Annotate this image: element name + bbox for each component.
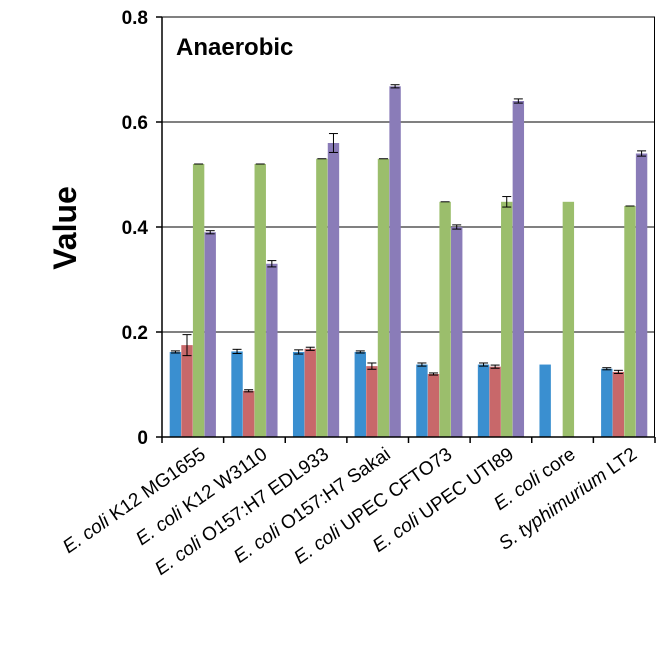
bar-s2-c4 xyxy=(439,201,451,437)
bar-s1-c0 xyxy=(181,345,193,437)
y-tick-label-3: 0.6 xyxy=(122,113,148,134)
bar-s2-c5 xyxy=(501,201,513,437)
category-label-rest-6: core xyxy=(533,444,580,485)
bar-s1-c7 xyxy=(612,371,625,437)
y-tick-label-1: 0.2 xyxy=(122,323,148,344)
y-tick-label-4: 0.8 xyxy=(122,8,148,29)
bar-s0-c0 xyxy=(169,351,182,437)
bar-s3-c0 xyxy=(204,232,216,437)
bar-s1-c3 xyxy=(366,366,378,437)
bar-s3-c2 xyxy=(327,143,340,437)
bar-s0-c2 xyxy=(292,351,305,437)
axes xyxy=(156,16,656,443)
bar-s0-c6 xyxy=(539,364,551,437)
bar-s1-c5 xyxy=(489,366,501,437)
bar-s3-c7 xyxy=(635,153,648,437)
bar-s2-c3 xyxy=(377,158,390,437)
bar-s0-c4 xyxy=(416,364,428,437)
bar-s0-c3 xyxy=(354,351,366,437)
bar-s2-c7 xyxy=(624,206,636,437)
bar-s2-c0 xyxy=(192,164,205,437)
bar-s3-c3 xyxy=(389,86,401,438)
bar-s0-c5 xyxy=(477,364,490,437)
y-tick-labels: 0 0.2 0.4 0.6 0.8 xyxy=(122,8,149,449)
bar-s3-c4 xyxy=(451,227,463,437)
bar-s2-c6 xyxy=(562,201,575,437)
y-tick-label-2: 0.4 xyxy=(122,218,149,239)
bar-s3-c1 xyxy=(266,263,278,437)
bars xyxy=(169,86,648,438)
bar-s2-c1 xyxy=(254,164,266,437)
bar-s2-c2 xyxy=(316,158,328,437)
y-tick-label-0: 0 xyxy=(137,428,148,449)
bar-s0-c1 xyxy=(231,351,243,437)
error-bars xyxy=(170,84,647,393)
bar-s3-c5 xyxy=(512,101,525,437)
bar-s1-c1 xyxy=(242,390,255,437)
bar-s1-c4 xyxy=(427,374,440,437)
y-axis-label: Value xyxy=(47,186,83,270)
chart-title: Anaerobic xyxy=(176,34,293,61)
grid-lines xyxy=(162,16,655,333)
bar-s1-c2 xyxy=(304,348,316,437)
bar-s0-c7 xyxy=(601,368,613,437)
